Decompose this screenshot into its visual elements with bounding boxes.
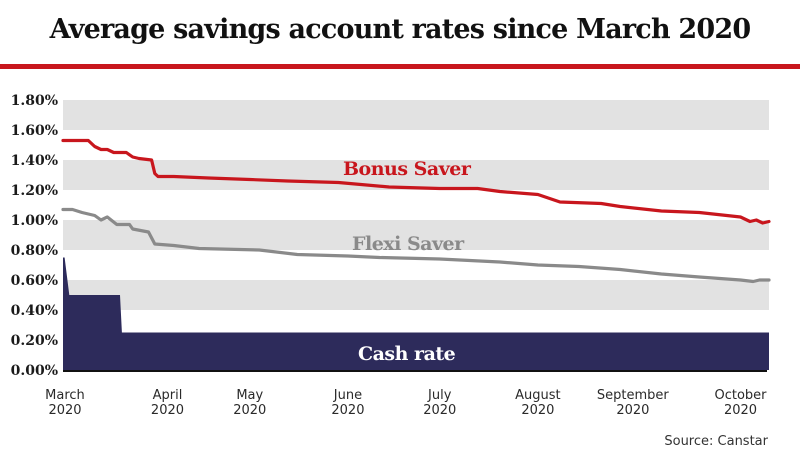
series-line-bonus-saver xyxy=(61,138,771,225)
x-tick-month: June xyxy=(333,388,362,403)
x-tick-month: March xyxy=(45,388,85,403)
grid-band xyxy=(63,160,769,190)
y-tick-label: 0.40% xyxy=(11,303,58,319)
y-tick-label: 1.20% xyxy=(11,183,58,199)
series-label-bonus-saver: Bonus Saver xyxy=(343,158,472,180)
y-tick-label: 0.80% xyxy=(11,243,58,259)
y-axis: 0.00% 0.20% 0.40% 0.60% 0.80% 1.00% 1.20% 1.40%… xyxy=(11,93,58,379)
x-tick-month: April xyxy=(153,388,183,403)
grid-band xyxy=(63,100,769,130)
series-layer xyxy=(61,138,771,370)
y-tick-label: 1.00% xyxy=(11,213,58,229)
x-tick-year: 2020 xyxy=(423,403,456,418)
series-area-cash-rate xyxy=(63,257,769,370)
x-tick-month: October xyxy=(714,388,767,403)
y-tick-label: 0.00% xyxy=(11,363,58,379)
y-tick-label: 1.60% xyxy=(11,123,58,139)
y-tick-label: 1.40% xyxy=(11,153,58,169)
series-label-flexi-saver: Flexi Saver xyxy=(352,233,465,255)
x-tick-month: May xyxy=(236,388,263,403)
x-tick-month: August xyxy=(515,388,561,403)
x-tick-year: 2020 xyxy=(521,403,554,418)
x-axis: March2020April2020May2020June2020July202… xyxy=(45,388,767,418)
series-line-flexi-saver xyxy=(61,207,771,284)
x-tick-year: 2020 xyxy=(233,403,266,418)
x-tick-month: July xyxy=(427,388,452,403)
grid-band xyxy=(63,280,769,310)
x-tick-year: 2020 xyxy=(331,403,364,418)
y-tick-label: 0.60% xyxy=(11,273,58,289)
x-tick-year: 2020 xyxy=(616,403,649,418)
series-label-cash-rate: Cash rate xyxy=(358,343,456,365)
y-tick-label: 0.20% xyxy=(11,333,58,349)
x-tick-year: 2020 xyxy=(151,403,184,418)
x-tick-year: 2020 xyxy=(48,403,81,418)
x-tick-year: 2020 xyxy=(724,403,757,418)
y-tick-label: 1.80% xyxy=(11,93,58,109)
source-note: Source: Canstar xyxy=(664,434,768,449)
x-tick-month: September xyxy=(597,388,670,403)
title-rule xyxy=(0,64,800,69)
chart-title: Average savings account rates since Marc… xyxy=(49,14,751,45)
